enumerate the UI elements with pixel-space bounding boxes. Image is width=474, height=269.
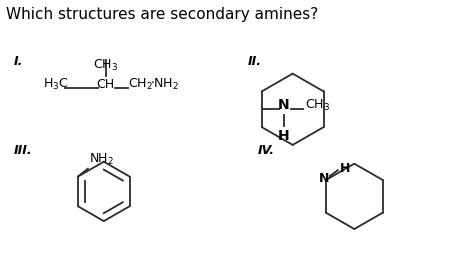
Text: N: N [278,98,289,112]
Text: N: N [319,172,329,185]
Text: Which structures are secondary amines?: Which structures are secondary amines? [6,7,319,22]
Text: NH$_2$: NH$_2$ [89,151,114,167]
Text: CH$_3$: CH$_3$ [93,58,118,73]
Text: CH$_2$: CH$_2$ [128,77,153,92]
Text: CH$_3$: CH$_3$ [305,98,330,113]
Text: H: H [340,162,350,175]
Text: H: H [278,129,289,143]
Text: CH: CH [97,78,115,91]
Text: IV.: IV. [258,144,275,157]
Text: $\cdot$NH$_2$: $\cdot$NH$_2$ [149,77,179,92]
Text: II.: II. [248,55,262,68]
Text: H$_3$C: H$_3$C [43,77,69,92]
Text: III.: III. [13,144,32,157]
Text: I.: I. [13,55,23,68]
